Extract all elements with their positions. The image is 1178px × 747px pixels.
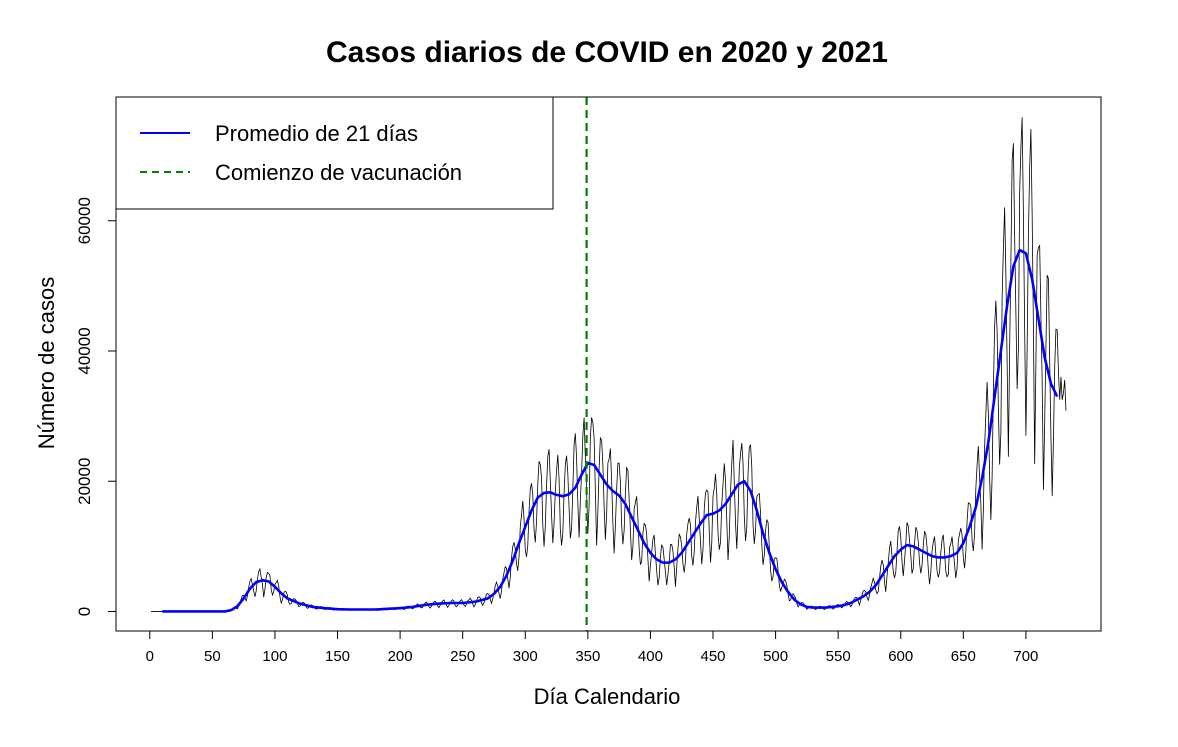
y-tick-label: 20000 xyxy=(75,458,94,505)
x-tick-label: 700 xyxy=(1013,648,1038,665)
y-tick-label: 0 xyxy=(75,607,94,616)
moving-average-line xyxy=(162,248,1059,613)
legend-label-vaccination: Comienzo de vacunación xyxy=(215,160,462,185)
x-tick-label: 500 xyxy=(763,648,788,665)
x-tick-label: 350 xyxy=(575,648,600,665)
y-axis-label: Número de casos xyxy=(34,277,59,449)
x-axis-label: Día Calendario xyxy=(534,684,681,709)
legend-label-average: Promedio de 21 días xyxy=(215,121,418,146)
daily-cases-line xyxy=(151,117,1067,612)
x-tick-label: 550 xyxy=(826,648,851,665)
x-tick-label: 200 xyxy=(388,648,413,665)
x-tick-label: 0 xyxy=(146,648,154,665)
x-tick-label: 400 xyxy=(638,648,663,665)
x-tick-label: 50 xyxy=(204,648,221,665)
x-tick-label: 300 xyxy=(513,648,538,665)
daily-cases-raw-series xyxy=(151,117,1067,612)
moving-average-series xyxy=(162,248,1059,613)
x-tick-label: 250 xyxy=(450,648,475,665)
x-tick-label: 100 xyxy=(262,648,287,665)
chart-title: Casos diarios de COVID en 2020 y 2021 xyxy=(326,36,888,69)
y-tick-label: 60000 xyxy=(75,197,94,244)
x-tick-label: 150 xyxy=(325,648,350,665)
x-tick-label: 650 xyxy=(951,648,976,665)
x-tick-label: 600 xyxy=(888,648,913,665)
axes: 0 50 100 150 200 250 300 350 400 450 500 550 600 650 7… xyxy=(75,197,1038,665)
y-tick-label: 40000 xyxy=(75,327,94,374)
legend-box xyxy=(115,96,554,210)
legend: Promedio de 21 días Comienzo de vacunaci… xyxy=(115,96,554,210)
x-tick-label: 450 xyxy=(700,648,725,665)
